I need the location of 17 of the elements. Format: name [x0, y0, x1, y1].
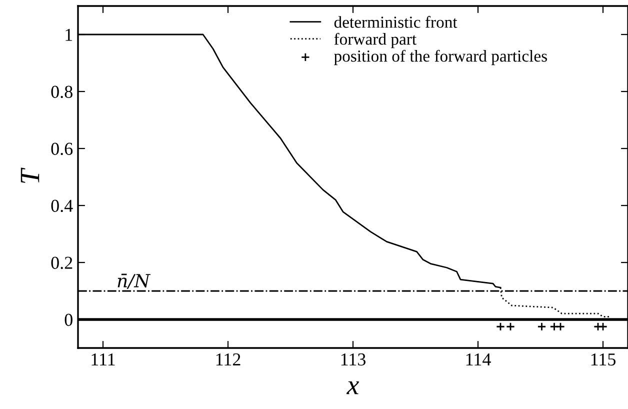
y-tick-label: 1: [66, 28, 72, 41]
legend-label: forward part: [334, 32, 416, 48]
x-tick-label: 112: [216, 353, 240, 366]
x-axis-title: x: [346, 381, 359, 394]
x-tick-label: 114: [466, 353, 491, 366]
ref-line-label: n̄/N: [118, 274, 151, 289]
legend-label: deterministic front: [334, 16, 458, 28]
y-tick-label: 0.2: [51, 256, 72, 270]
x-tick-label: 111: [92, 353, 115, 366]
y-tick-label: 0.8: [51, 86, 72, 98]
y-tick-label: 0: [64, 314, 72, 326]
x-tick-label: 115: [591, 353, 616, 366]
legend-label: position of the forward particles: [334, 50, 547, 66]
y-tick-label: 0.6: [51, 142, 73, 156]
y-tick-label: 0.4: [51, 200, 73, 212]
y-axis-title: T: [20, 168, 40, 183]
x-tick-label: 113: [341, 353, 366, 366]
